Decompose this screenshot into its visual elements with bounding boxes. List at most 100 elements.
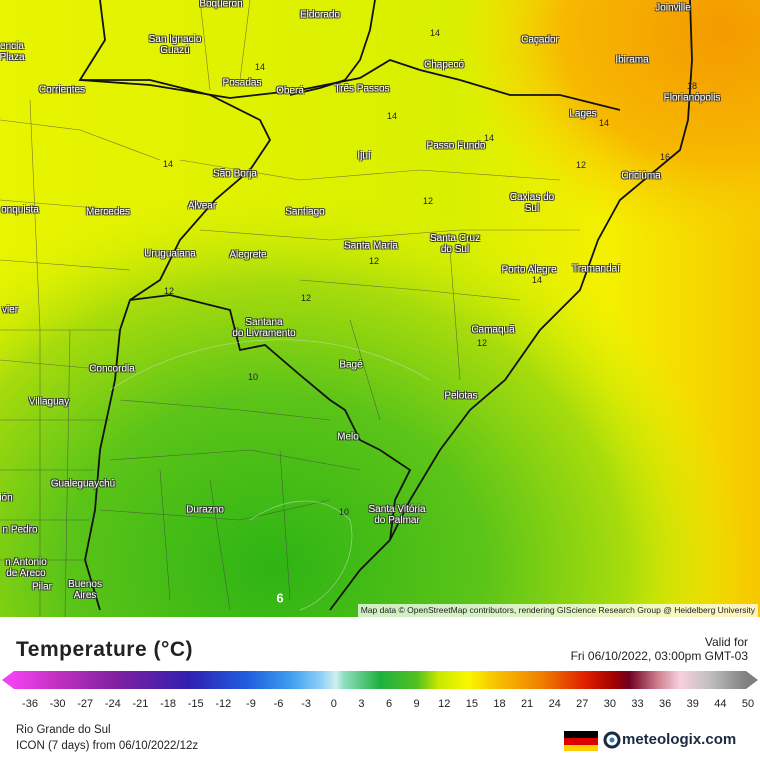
city-label: Pelotas bbox=[444, 390, 478, 402]
region-name: Rio Grande do Sul bbox=[16, 724, 111, 736]
scale-tick-label: -27 bbox=[77, 698, 94, 710]
city-label: São Borja bbox=[213, 168, 257, 180]
scale-tick-label: 6 bbox=[385, 698, 393, 710]
contour-label: 14 bbox=[386, 111, 398, 121]
city-label: San Ignacio Guazú bbox=[148, 34, 202, 56]
contour-label: 14 bbox=[598, 118, 610, 128]
contour-label: 6 bbox=[276, 590, 284, 606]
scale-tick-label: 18 bbox=[493, 698, 506, 710]
city-label: Caxias do Sul bbox=[509, 192, 555, 214]
scale-tick-label: -6 bbox=[273, 698, 284, 710]
contour-label: 12 bbox=[422, 196, 434, 206]
contour-label: 14 bbox=[531, 275, 543, 285]
scale-tick-label: 21 bbox=[520, 698, 534, 710]
scale-tick-label: 15 bbox=[465, 698, 478, 710]
scale-tick-label: 12 bbox=[438, 698, 451, 710]
scale-tick-label: 27 bbox=[576, 698, 589, 710]
scale-tick-label: 33 bbox=[631, 698, 644, 710]
city-label: Tramandaí bbox=[572, 263, 620, 275]
scale-tick-label: -3 bbox=[301, 698, 312, 710]
contour-label: 16 bbox=[659, 152, 671, 162]
city-label: Oberá bbox=[276, 85, 304, 97]
scale-tick-label: 50 bbox=[741, 698, 755, 710]
contour-label: 10 bbox=[247, 372, 259, 382]
color-scale bbox=[14, 671, 746, 689]
city-label: Camaquã bbox=[471, 324, 515, 336]
city-label: n Pedro bbox=[2, 524, 38, 536]
model-info: ICON (7 days) from 06/10/2022/12z bbox=[16, 740, 199, 752]
city-label: Melo bbox=[337, 431, 359, 443]
valid-time: Fri 06/10/2022, 03:00pm GMT-03 bbox=[570, 649, 748, 663]
contour-label: 12 bbox=[476, 338, 488, 348]
brand-icon bbox=[603, 731, 621, 749]
scale-tick-label: 24 bbox=[548, 698, 561, 710]
brand: meteologix.com bbox=[622, 731, 737, 748]
city-label: Alegrete bbox=[229, 249, 267, 261]
contour-label: 14 bbox=[254, 62, 266, 72]
contour-label: 12 bbox=[368, 256, 380, 266]
scale-tick-label: -9 bbox=[246, 698, 256, 710]
scale-tick-label: 3 bbox=[358, 698, 365, 710]
city-label: Corrientes bbox=[38, 84, 86, 96]
city-label: Criciúma bbox=[621, 170, 661, 182]
city-label: Villaguay bbox=[28, 396, 70, 408]
map-background bbox=[0, 0, 760, 617]
scale-arrow bbox=[746, 671, 758, 689]
map: Map data © OpenStreetMap contributors, r… bbox=[0, 0, 760, 617]
scale-tick-label: -15 bbox=[187, 698, 204, 710]
city-label: Caçador bbox=[521, 34, 559, 46]
city-label: Bagé bbox=[339, 359, 363, 371]
city-label: Eldorado bbox=[299, 9, 341, 21]
city-label: onquista bbox=[1, 204, 39, 216]
scale-tick-label: 39 bbox=[686, 698, 699, 710]
map-attribution: Map data © OpenStreetMap contributors, r… bbox=[357, 604, 758, 617]
city-label: Uruguaiana bbox=[144, 248, 196, 260]
city-label: Boqueron bbox=[199, 0, 243, 10]
scale-tick-label: 0 bbox=[330, 698, 337, 710]
city-label: Santa Maria bbox=[344, 240, 398, 252]
city-label: Três Passos bbox=[334, 83, 390, 95]
city-label: n Antonio de Areco bbox=[5, 557, 47, 579]
contour-label: 18 bbox=[686, 81, 698, 91]
city-label: Porto Alegre bbox=[501, 264, 557, 276]
city-label: Santana do Livramento bbox=[232, 317, 296, 339]
city-label: Chapecó bbox=[423, 59, 465, 71]
city-label: Santiago bbox=[285, 206, 325, 218]
city-label: Santa Cruz do Sul bbox=[429, 233, 481, 255]
flag bbox=[564, 731, 598, 751]
scale-tick-label: -30 bbox=[49, 698, 66, 710]
scale-tick-label: -12 bbox=[215, 698, 232, 710]
valid-label: Valid for bbox=[704, 635, 748, 649]
scale-tick-label: -36 bbox=[22, 698, 38, 710]
contour-label: 10 bbox=[338, 507, 350, 517]
city-label: Ijuí bbox=[357, 150, 371, 162]
contour-label: 14 bbox=[483, 133, 495, 143]
city-label: encia Plaza bbox=[0, 41, 25, 63]
city-label: Gualeguaychú bbox=[50, 478, 116, 490]
city-label: Buenos Aires bbox=[68, 579, 102, 601]
city-label: Passo Fundo bbox=[426, 140, 486, 152]
scale-tick-label: -24 bbox=[104, 698, 121, 710]
scale-tick-label: -18 bbox=[160, 698, 177, 710]
city-label: Alvear bbox=[187, 200, 217, 212]
city-label: Santa Vitória do Palmar bbox=[368, 504, 426, 526]
contour-label: 14 bbox=[429, 28, 441, 38]
city-label: Ibirama bbox=[615, 54, 649, 66]
city-label: Lages bbox=[569, 108, 597, 120]
city-label: Joinville bbox=[655, 2, 691, 14]
scale-tick-label: 36 bbox=[659, 698, 672, 710]
city-label: Florianópolis bbox=[663, 92, 721, 104]
city-label: Pilar bbox=[31, 581, 53, 593]
scale-tick-label: 44 bbox=[714, 698, 727, 710]
contour-label: 12 bbox=[575, 160, 587, 170]
contour-label: 14 bbox=[162, 159, 174, 169]
city-label: Posadas bbox=[222, 77, 262, 89]
contour-label: 12 bbox=[163, 286, 175, 296]
legend-title: Temperature (°C) bbox=[16, 638, 194, 661]
scale-tick-label: 30 bbox=[603, 698, 617, 710]
city-label: ión bbox=[0, 492, 13, 504]
scale-tick-label: 9 bbox=[413, 698, 420, 710]
city-label: Durazno bbox=[186, 504, 224, 516]
contour-label: 12 bbox=[300, 293, 312, 303]
